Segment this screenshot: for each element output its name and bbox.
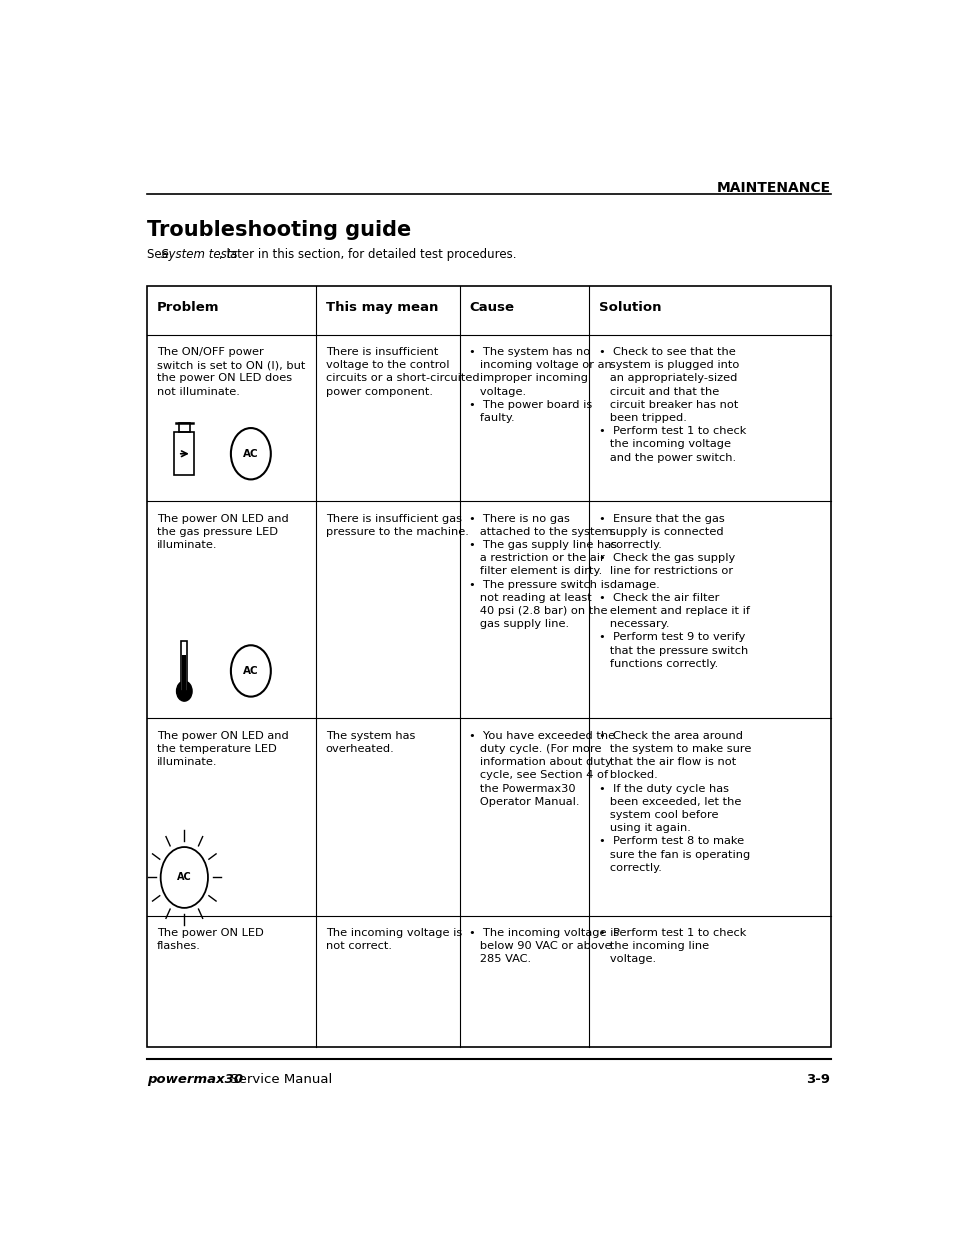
Text: System tests: System tests [161,248,237,261]
Bar [181,641,187,692]
Text: Troubleshooting guide: Troubleshooting guide [147,220,411,240]
Bar [147,287,830,1047]
Text: The system has
overheated.: The system has overheated. [325,731,415,755]
Text: •  Check to see that the
   system is plugged into
   an appropriately-sized
   : • Check to see that the system is plugge… [598,347,745,463]
Bar [174,432,194,475]
Text: AC: AC [176,872,192,883]
Circle shape [176,682,192,701]
Text: This may mean: This may mean [325,301,437,314]
Text: There is insufficient gas
pressure to the machine.: There is insufficient gas pressure to th… [325,514,468,537]
Text: •  Check the area around
   the system to make sure
   that the air flow is not
: • Check the area around the system to ma… [598,731,751,873]
Text: powermax30: powermax30 [147,1072,243,1086]
Text: The power ON LED and
the temperature LED
illuminate.: The power ON LED and the temperature LED… [157,731,289,767]
Text: 3-9: 3-9 [805,1072,830,1086]
Bar [182,656,186,692]
Text: AC: AC [243,448,258,458]
Text: •  Perform test 1 to check
   the incoming line
   voltage.: • Perform test 1 to check the incoming l… [598,927,745,965]
Text: Solution: Solution [598,301,660,314]
Text: The power ON LED and
the gas pressure LED
illuminate.: The power ON LED and the gas pressure LE… [157,514,289,550]
Text: Problem: Problem [157,301,219,314]
Text: The incoming voltage is
not correct.: The incoming voltage is not correct. [325,927,461,951]
Text: MAINTENANCE: MAINTENANCE [716,182,830,195]
Text: The ON/OFF power
switch is set to ON (I), but
the power ON LED does
not illumina: The ON/OFF power switch is set to ON (I)… [157,347,305,396]
Text: There is insufficient
voltage to the control
circuits or a short-circuited
power: There is insufficient voltage to the con… [325,347,478,396]
Text: •  The system has no
   incoming voltage or an
   improper incoming
   voltage.
: • The system has no incoming voltage or … [469,347,611,422]
Text: Service Manual: Service Manual [226,1072,333,1086]
Bar [178,422,190,432]
Text: •  The incoming voltage is
   below 90 VAC or above
   285 VAC.: • The incoming voltage is below 90 VAC o… [469,927,618,965]
Text: See: See [147,248,172,261]
Text: •  There is no gas
   attached to the system.
•  The gas supply line has
   a re: • There is no gas attached to the system… [469,514,617,630]
Text: The power ON LED
flashes.: The power ON LED flashes. [157,927,263,951]
Text: AC: AC [243,666,258,676]
Text: Cause: Cause [469,301,514,314]
Text: , later in this section, for detailed test procedures.: , later in this section, for detailed te… [219,248,516,261]
Text: •  You have exceeded the
   duty cycle. (For more
   information about duty
   c: • You have exceeded the duty cycle. (For… [469,731,615,806]
Text: •  Ensure that the gas
   supply is connected
   correctly.
•  Check the gas sup: • Ensure that the gas supply is connecte… [598,514,749,669]
